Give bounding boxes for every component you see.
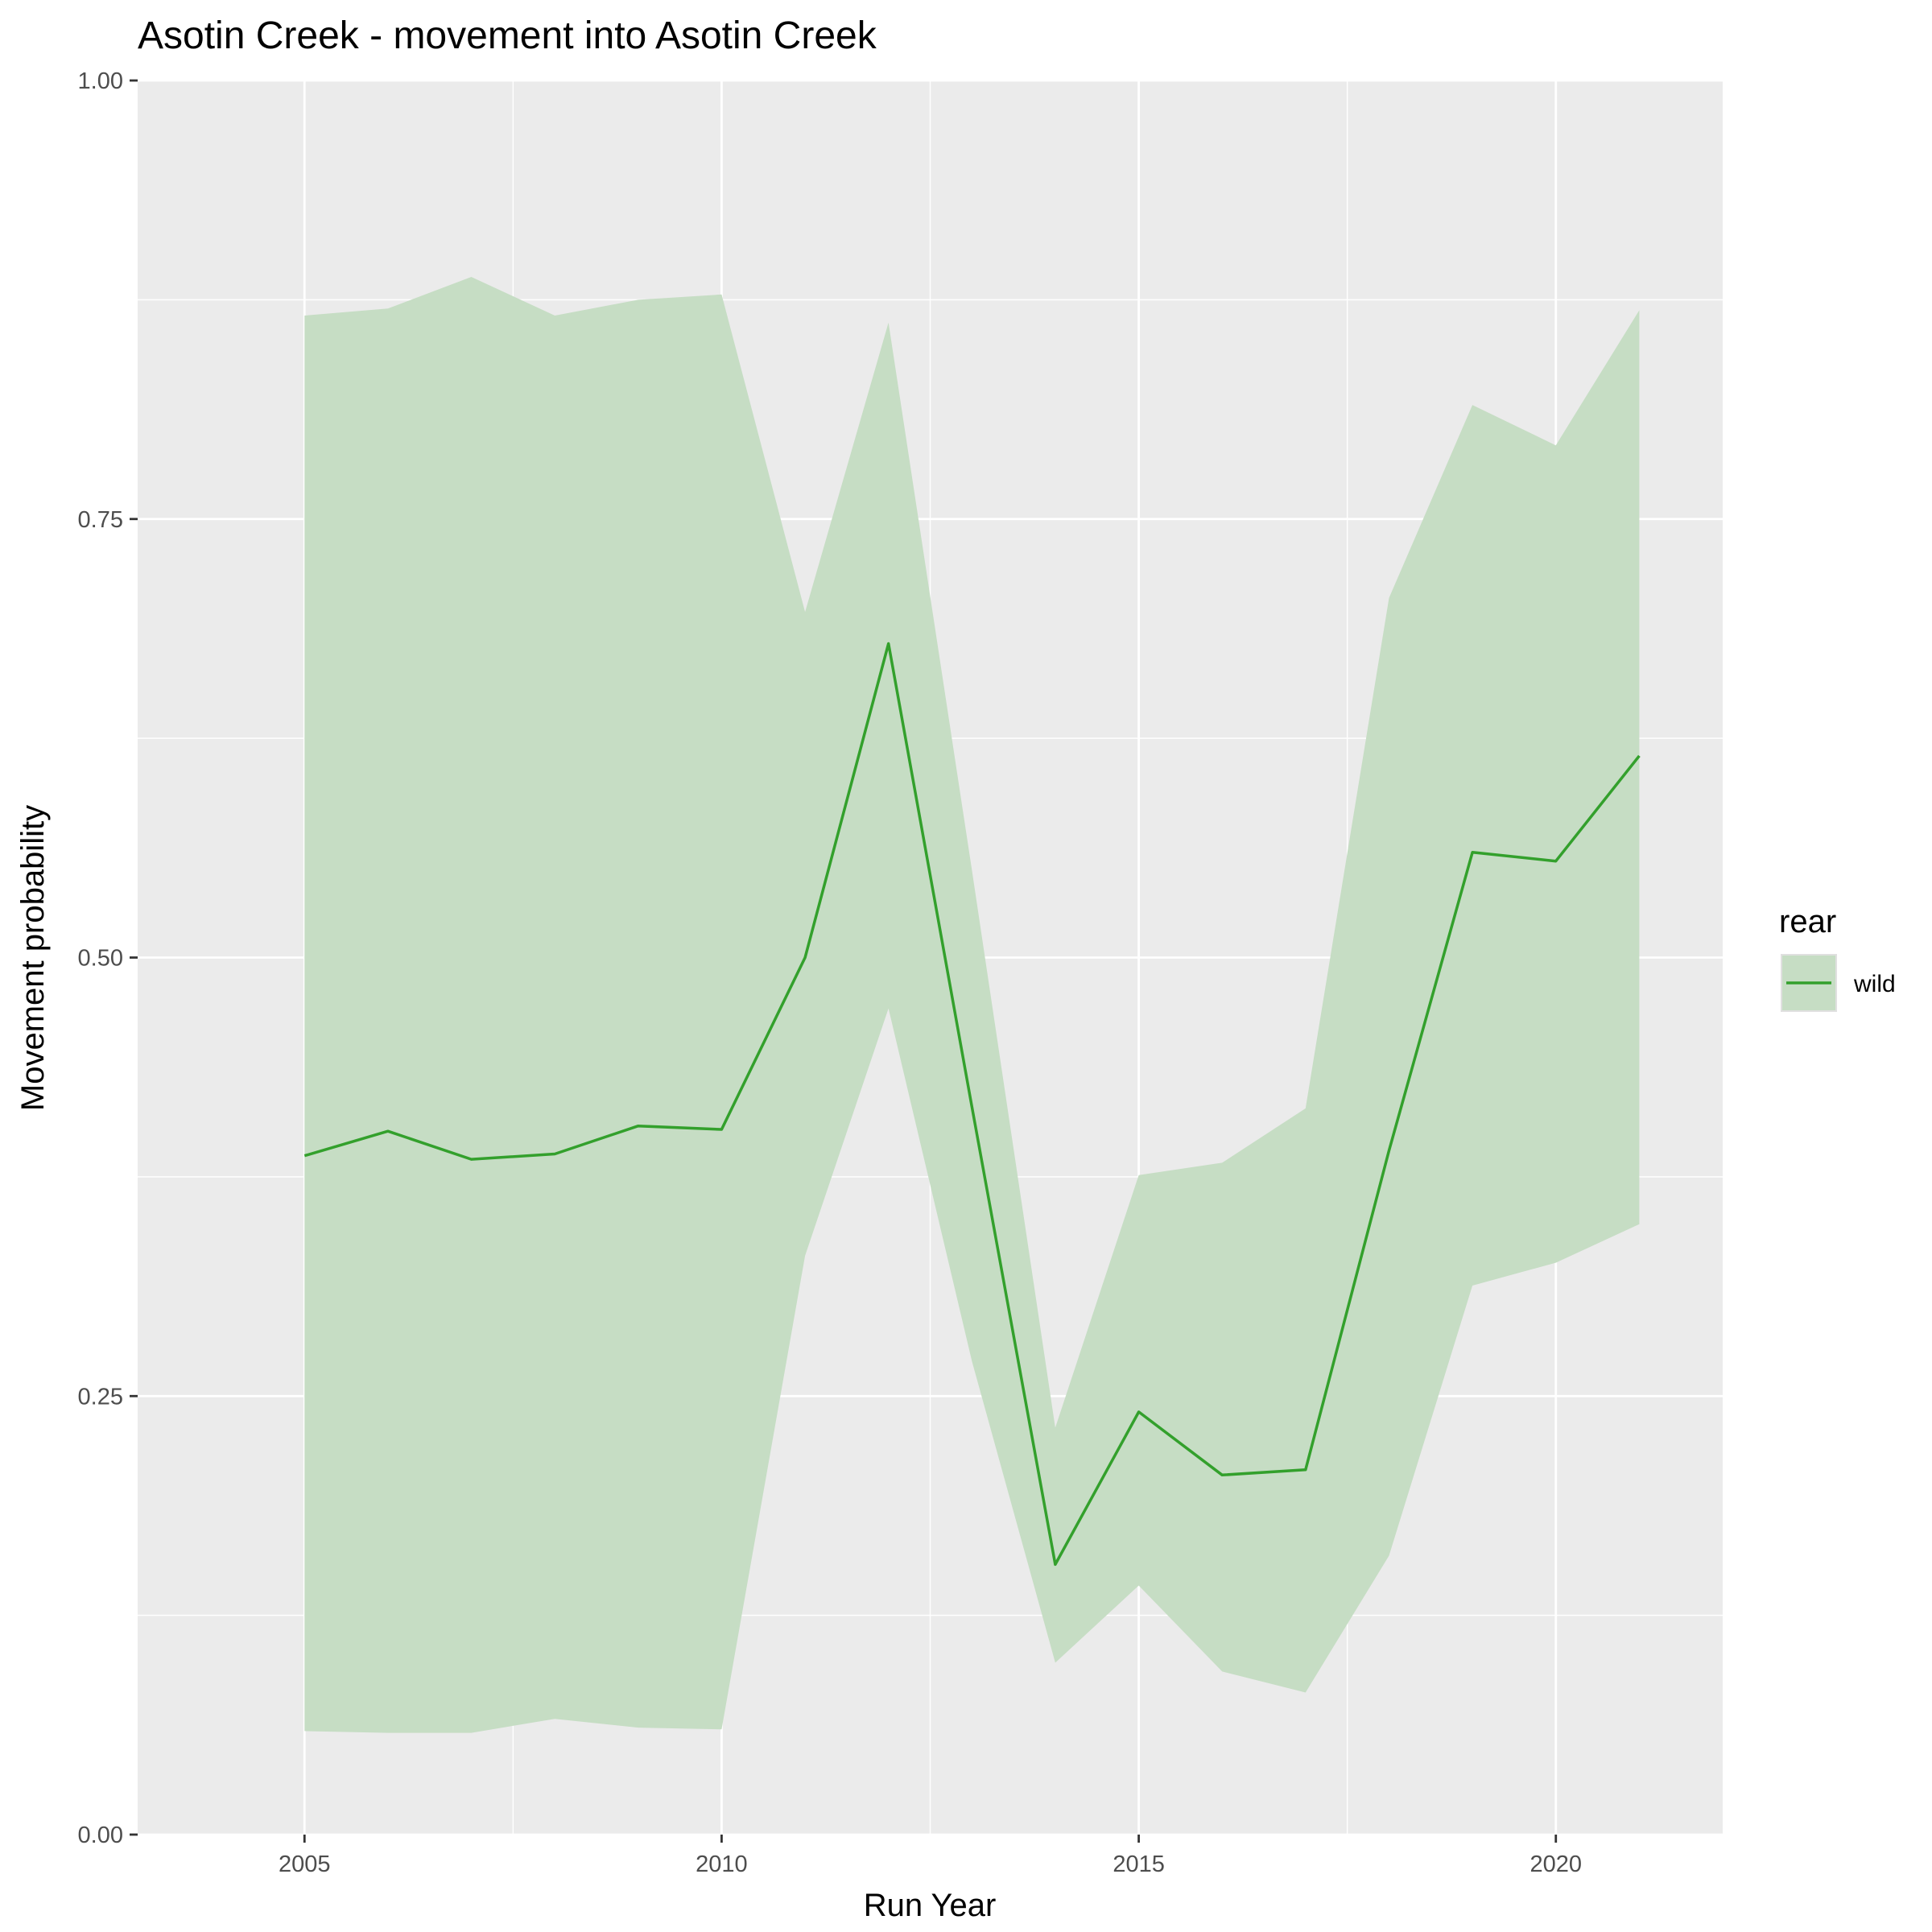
y-tick-label: 0.75 — [78, 507, 123, 533]
ribbon-layer — [304, 277, 1640, 1733]
confidence-ribbon-wild — [304, 277, 1640, 1733]
y-axis: 0.00 0.25 0.50 0.75 1.00 — [78, 68, 138, 1848]
x-axis-title: Run Year — [864, 1888, 997, 1923]
y-tick-label: 0.50 — [78, 946, 123, 972]
x-tick-label: 2015 — [1113, 1852, 1165, 1877]
y-axis-title: Movement probability — [15, 805, 51, 1111]
y-tick-label: 0.00 — [78, 1823, 123, 1848]
x-axis: 2005 2010 2015 2020 — [279, 1835, 1582, 1877]
y-tick-label: 0.25 — [78, 1384, 123, 1410]
line-layer — [303, 642, 1641, 1567]
x-tick-label: 2020 — [1530, 1852, 1582, 1877]
x-tick-label: 2005 — [279, 1852, 331, 1877]
x-tick-label: 2010 — [696, 1852, 748, 1877]
y-tick-label: 1.00 — [78, 68, 123, 94]
chart-title: Asotin Creek - movement into Asotin Cree… — [138, 14, 877, 57]
legend: rear wild — [1779, 904, 1896, 1012]
legend-title: rear — [1779, 904, 1836, 939]
legend-label-wild: wild — [1853, 971, 1896, 997]
series-line-wild — [303, 642, 1641, 1567]
